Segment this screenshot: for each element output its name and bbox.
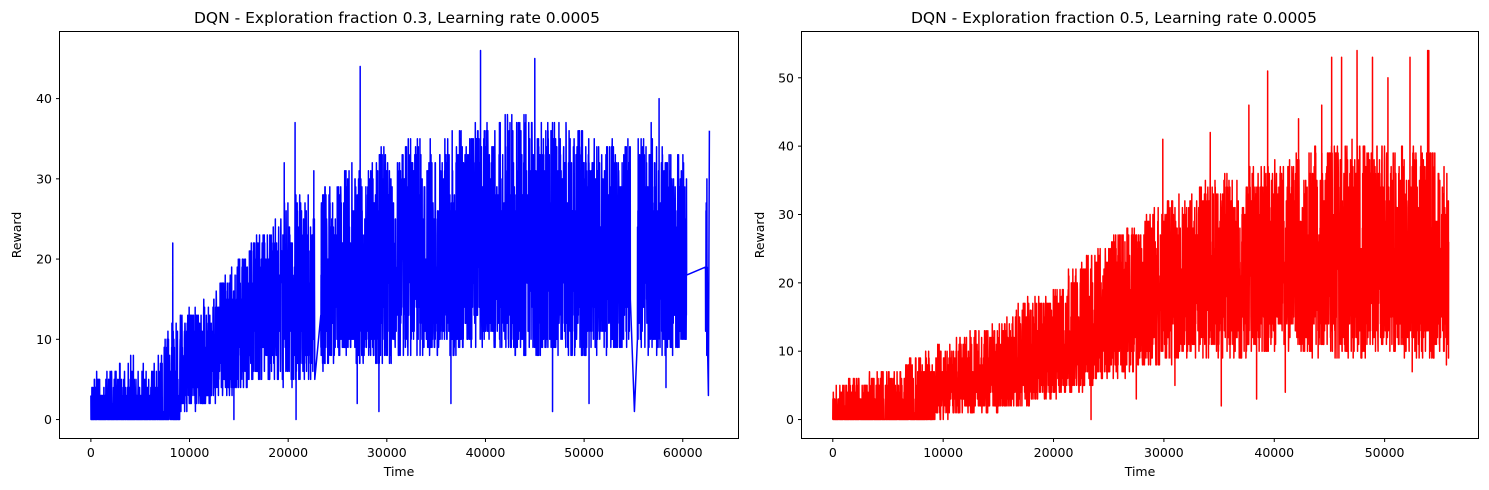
chart-right-y-tick-label: 20: [778, 275, 794, 290]
chart-right-y-tick-label: 40: [778, 139, 794, 154]
chart-left-x-tick-label: 50000: [564, 445, 604, 460]
chart-right-y-tick-label: 50: [778, 70, 794, 85]
chart-right-plot-area: [832, 49, 1450, 421]
chart-left-y-tick-label: 40: [36, 91, 52, 106]
chart-right-x-tick-label: 30000: [1144, 445, 1184, 460]
chart-right-y-tick-label: 0: [786, 412, 794, 427]
chart-right-y-ticks: 0 10 20 30 40 50: [778, 70, 802, 427]
chart-left-x-tick-label: 20000: [268, 445, 308, 460]
chart-left-title: DQN - Exploration fraction 0.3, Learning…: [194, 9, 600, 27]
chart-left-x-label: Time: [383, 464, 415, 479]
chart-left-x-tick-label: 60000: [663, 445, 703, 460]
chart-left-x-tick-label: 0: [87, 445, 95, 460]
chart-right-series-line: [832, 49, 1450, 421]
chart-left: DQN - Exploration fraction 0.3, Learning…: [9, 9, 739, 479]
chart-left-x-tick-label: 40000: [466, 445, 506, 460]
chart-right-x-tick-label: 20000: [1034, 445, 1074, 460]
chart-right-y-label: Reward: [752, 212, 767, 259]
chart-left-y-tick-label: 10: [36, 332, 52, 347]
chart-left-y-label: Reward: [9, 212, 24, 259]
chart-left-y-tick-label: 0: [44, 412, 52, 427]
chart-right-title: DQN - Exploration fraction 0.5, Learning…: [911, 9, 1317, 27]
chart-right-y-tick-label: 10: [778, 344, 794, 359]
chart-left-frame: [59, 31, 739, 439]
chart-right: DQN - Exploration fraction 0.5, Learning…: [752, 9, 1479, 479]
chart-right-x-tick-label: 10000: [923, 445, 963, 460]
chart-left-plot-area: [90, 49, 711, 421]
chart-right-x-tick-label: 40000: [1254, 445, 1294, 460]
chart-left-y-ticks: 0 10 20 30 40: [36, 91, 60, 427]
chart-left-y-tick-label: 20: [36, 252, 52, 267]
chart-left-x-ticks: 0 10000 20000 30000 40000 50000 60000: [87, 438, 703, 460]
chart-right-x-tick-label: 50000: [1365, 445, 1405, 460]
chart-right-x-tick-label: 0: [829, 445, 837, 460]
chart-right-x-label: Time: [1124, 464, 1156, 479]
chart-right-frame: [801, 31, 1479, 439]
chart-right-y-tick-label: 30: [778, 207, 794, 222]
chart-left-y-tick-label: 30: [36, 171, 52, 186]
chart-right-x-ticks: 0 10000 20000 30000 40000 50000: [829, 438, 1405, 460]
chart-left-x-tick-label: 10000: [170, 445, 210, 460]
chart-left-x-tick-label: 30000: [367, 445, 407, 460]
chart-left-series-line: [90, 49, 711, 421]
